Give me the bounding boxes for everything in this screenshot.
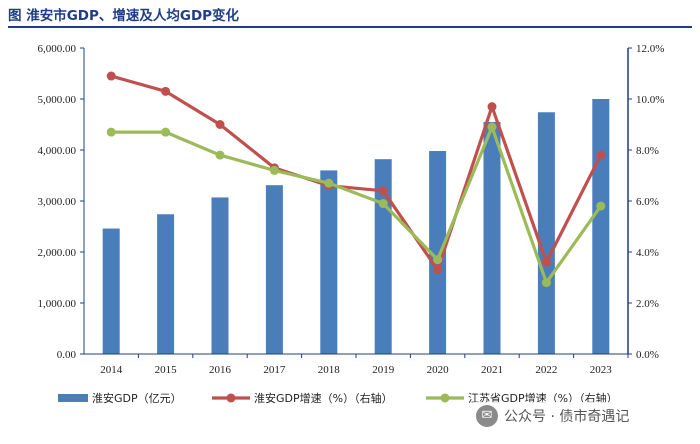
gdp-bar (157, 214, 175, 354)
gdp-bar (102, 228, 120, 354)
title-divider (8, 26, 692, 28)
huaian-growth-point (161, 86, 171, 96)
x-tick-label: 2022 (535, 364, 557, 376)
gdp-bar (429, 151, 447, 354)
left-tick-label: 1,000.00 (38, 298, 77, 310)
legend-swatch-bar (58, 394, 88, 402)
x-tick-label: 2018 (318, 364, 341, 376)
left-tick-label: 3,000.00 (38, 196, 77, 208)
chart-legend: 淮安GDP（亿元） 淮安GDP增速（%）（右轴） 江苏省GDP增速（%）（右轴） (58, 391, 618, 405)
huaian-growth-point (378, 186, 388, 196)
legend-label-jiangsu: 江苏省GDP增速（%）（右轴） (468, 391, 618, 405)
left-tick-label: 4,000.00 (38, 145, 77, 157)
watermark-text: 公众号 · 债市奇遇记 (504, 409, 630, 425)
legend-label-huaian: 淮安GDP增速（%）（右轴） (254, 391, 393, 405)
right-tick-label: 4.0% (636, 247, 659, 259)
jiangsu-growth-point (215, 150, 225, 160)
jiangsu-growth-point (269, 165, 279, 175)
right-tick-label: 0.0% (636, 349, 659, 361)
wechat-icon: ✉ (476, 405, 498, 427)
gdp-bar (483, 121, 501, 354)
x-tick-label: 2017 (263, 364, 286, 376)
gdp-bar (211, 197, 229, 354)
x-tick-label: 2023 (590, 364, 613, 376)
left-tick-label: 5,000.00 (38, 94, 77, 106)
jiangsu-growth-point (487, 122, 497, 132)
jiangsu-growth-point (596, 201, 606, 211)
legend-marker-huaian (226, 393, 236, 403)
right-tick-label: 10.0% (636, 94, 664, 106)
jiangsu-growth-point (378, 199, 388, 209)
figure-title: 图 淮安市GDP、增速及人均GDP变化 (8, 8, 240, 24)
gdp-bar (265, 185, 283, 354)
x-tick-label: 2019 (372, 364, 395, 376)
line-series (106, 71, 606, 288)
gdp-bar (537, 112, 555, 354)
jiangsu-growth-point (106, 127, 116, 137)
legend-marker-jiangsu (440, 393, 450, 403)
left-tick-label: 0.00 (57, 349, 77, 361)
x-tick-label: 2014 (100, 364, 123, 376)
x-tick-label: 2016 (209, 364, 232, 376)
huaian-growth-point (106, 71, 116, 81)
jiangsu-growth-point (324, 178, 334, 188)
jiangsu-growth-point (541, 278, 551, 288)
right-tick-label: 6.0% (636, 196, 659, 208)
legend-label-gdp: 淮安GDP（亿元） (92, 391, 182, 405)
gdp-bar (320, 170, 338, 354)
huaian-growth-point (215, 120, 225, 129)
jiangsu-growth-line (111, 125, 603, 285)
x-tick-label: 2021 (481, 364, 503, 376)
left-tick-label: 2,000.00 (38, 247, 77, 259)
chart-axes: 0.00 1,000.00 2,000.00 3,000.00 4,000.00 5,00… (38, 43, 665, 376)
right-tick-label: 12.0% (636, 43, 664, 55)
huaian-growth-point (541, 257, 551, 267)
x-tick-label: 2015 (155, 364, 178, 376)
x-tick-label: 2020 (427, 364, 450, 376)
left-tick-label: 6,000.00 (38, 43, 77, 55)
jiangsu-growth-point (433, 255, 443, 265)
right-tick-label: 8.0% (636, 145, 659, 157)
right-tick-label: 2.0% (636, 298, 659, 310)
watermark: ✉ 公众号 · 债市奇遇记 (470, 402, 636, 430)
huaian-growth-line (110, 74, 603, 272)
huaian-growth-point (596, 150, 606, 160)
gdp-bar (592, 99, 610, 354)
jiangsu-growth-point (161, 127, 171, 137)
huaian-growth-point (487, 102, 497, 112)
huaian-growth-point (433, 265, 443, 275)
